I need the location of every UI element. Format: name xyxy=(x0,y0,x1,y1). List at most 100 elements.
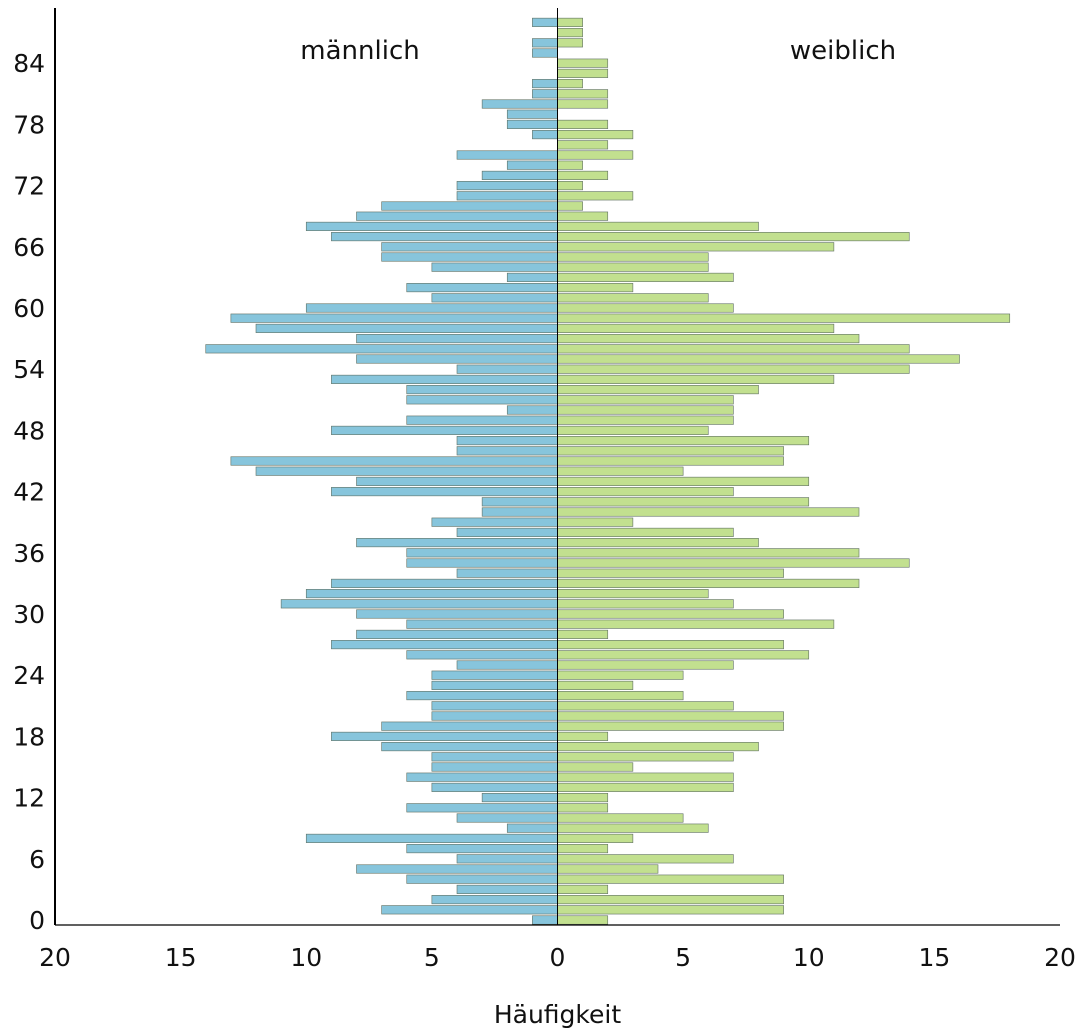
bar-maennlich-age-71 xyxy=(456,191,558,201)
bar-maennlich-age-81 xyxy=(532,89,558,99)
bar-maennlich-age-35 xyxy=(406,558,558,568)
bar-weiblich-age-14 xyxy=(557,772,734,782)
x-tick-label-7: 15 xyxy=(918,943,950,972)
bar-weiblich-age-43 xyxy=(557,476,810,486)
bar-weiblich-age-9 xyxy=(557,823,709,833)
bar-weiblich-age-88 xyxy=(557,17,583,27)
bar-maennlich-age-46 xyxy=(456,446,558,456)
bar-weiblich-age-29 xyxy=(557,619,835,629)
y-tick-labels: 0 6 12 18 24 30 36 42 48 54 60 66 72 78 84 xyxy=(13,49,45,935)
bar-maennlich-age-58 xyxy=(255,323,558,333)
bar-weiblich-age-84 xyxy=(557,58,609,68)
bar-weiblich-age-12 xyxy=(557,793,609,803)
bar-weiblich-age-51 xyxy=(557,395,734,405)
series-weiblich-bars xyxy=(557,17,1011,925)
y-tick-label-0: 0 xyxy=(29,906,45,935)
bar-weiblich-age-62 xyxy=(557,283,634,293)
bar-maennlich-age-30 xyxy=(356,609,558,619)
bar-maennlich-age-5 xyxy=(356,864,558,874)
bar-weiblich-age-18 xyxy=(557,731,609,741)
bar-weiblich-age-86 xyxy=(557,38,583,48)
y-tick-label-72: 72 xyxy=(13,172,45,201)
bar-weiblich-age-49 xyxy=(557,415,734,425)
bar-weiblich-age-74 xyxy=(557,160,583,170)
bar-maennlich-age-3 xyxy=(456,884,558,894)
bar-weiblich-age-81 xyxy=(557,89,609,99)
bar-weiblich-age-47 xyxy=(557,436,810,446)
bar-maennlich-age-55 xyxy=(356,354,558,364)
bar-maennlich-age-72 xyxy=(456,181,558,191)
bar-maennlich-age-21 xyxy=(431,701,558,711)
bar-weiblich-age-15 xyxy=(557,762,634,772)
bar-weiblich-age-59 xyxy=(557,313,1011,323)
bar-maennlich-age-24 xyxy=(431,670,558,680)
bar-weiblich-age-3 xyxy=(557,884,609,894)
bar-weiblich-age-87 xyxy=(557,28,583,38)
bar-maennlich-age-42 xyxy=(331,487,558,497)
bar-maennlich-age-77 xyxy=(532,130,558,140)
bar-weiblich-age-50 xyxy=(557,405,734,415)
bar-maennlich-age-49 xyxy=(406,415,558,425)
bar-weiblich-age-7 xyxy=(557,844,609,854)
bar-maennlich-age-10 xyxy=(456,813,558,823)
bar-weiblich-age-71 xyxy=(557,191,634,201)
x-tick-label-2: 10 xyxy=(290,943,322,972)
group-label-weiblich: weiblich xyxy=(790,36,896,66)
bar-weiblich-age-67 xyxy=(557,232,910,242)
bar-maennlich-age-73 xyxy=(481,170,558,180)
bar-maennlich-age-36 xyxy=(406,548,558,558)
bar-maennlich-age-29 xyxy=(406,619,558,629)
bar-weiblich-age-20 xyxy=(557,711,784,721)
bar-maennlich-age-38 xyxy=(456,527,558,537)
bar-maennlich-age-61 xyxy=(431,293,558,303)
bar-maennlich-age-19 xyxy=(381,721,558,731)
y-tick-label-18: 18 xyxy=(13,722,45,751)
bar-weiblich-age-54 xyxy=(557,364,910,374)
y-tick-label-84: 84 xyxy=(13,49,45,78)
bar-weiblich-age-6 xyxy=(557,854,734,864)
x-tick-label-8: 20 xyxy=(1044,943,1076,972)
y-tick-label-66: 66 xyxy=(13,233,45,262)
y-tick-label-36: 36 xyxy=(13,539,45,568)
bar-maennlich-age-41 xyxy=(481,497,558,507)
bar-weiblich-age-16 xyxy=(557,752,734,762)
bar-maennlich-age-59 xyxy=(230,313,558,323)
bar-weiblich-age-30 xyxy=(557,609,784,619)
bar-weiblich-age-25 xyxy=(557,660,734,670)
bar-maennlich-age-1 xyxy=(381,905,558,915)
bar-weiblich-age-53 xyxy=(557,374,835,384)
bar-weiblich-age-28 xyxy=(557,629,609,639)
bar-maennlich-age-45 xyxy=(230,456,558,466)
bar-maennlich-age-79 xyxy=(506,109,558,119)
bar-weiblich-age-31 xyxy=(557,599,734,609)
bar-maennlich-age-56 xyxy=(205,344,558,354)
bar-weiblich-age-36 xyxy=(557,548,860,558)
bar-maennlich-age-66 xyxy=(381,242,558,252)
bar-maennlich-age-86 xyxy=(532,38,558,48)
x-axis-label: Häufigkeit xyxy=(494,1000,621,1029)
bar-maennlich-age-12 xyxy=(481,793,558,803)
y-tick-label-78: 78 xyxy=(13,110,45,139)
y-tick-label-60: 60 xyxy=(13,294,45,323)
bar-weiblich-age-22 xyxy=(557,691,684,701)
bar-maennlich-age-88 xyxy=(532,17,558,27)
bar-maennlich-age-62 xyxy=(406,283,558,293)
bar-maennlich-age-9 xyxy=(506,823,558,833)
bar-weiblich-age-41 xyxy=(557,497,810,507)
bar-maennlich-age-15 xyxy=(431,762,558,772)
bar-weiblich-age-69 xyxy=(557,211,609,221)
y-tick-label-54: 54 xyxy=(13,355,45,384)
bar-maennlich-age-8 xyxy=(305,833,558,843)
bar-maennlich-age-33 xyxy=(331,578,558,588)
bar-weiblich-age-4 xyxy=(557,874,784,884)
bar-maennlich-age-52 xyxy=(406,385,558,395)
bar-weiblich-age-78 xyxy=(557,119,609,129)
bar-weiblich-age-55 xyxy=(557,354,960,364)
bar-weiblich-age-13 xyxy=(557,782,734,792)
bar-weiblich-age-73 xyxy=(557,170,609,180)
bar-maennlich-age-43 xyxy=(356,476,558,486)
bar-maennlich-age-26 xyxy=(406,650,558,660)
bar-maennlich-age-37 xyxy=(356,538,558,548)
bar-weiblich-age-70 xyxy=(557,201,583,211)
bar-maennlich-age-11 xyxy=(406,803,558,813)
